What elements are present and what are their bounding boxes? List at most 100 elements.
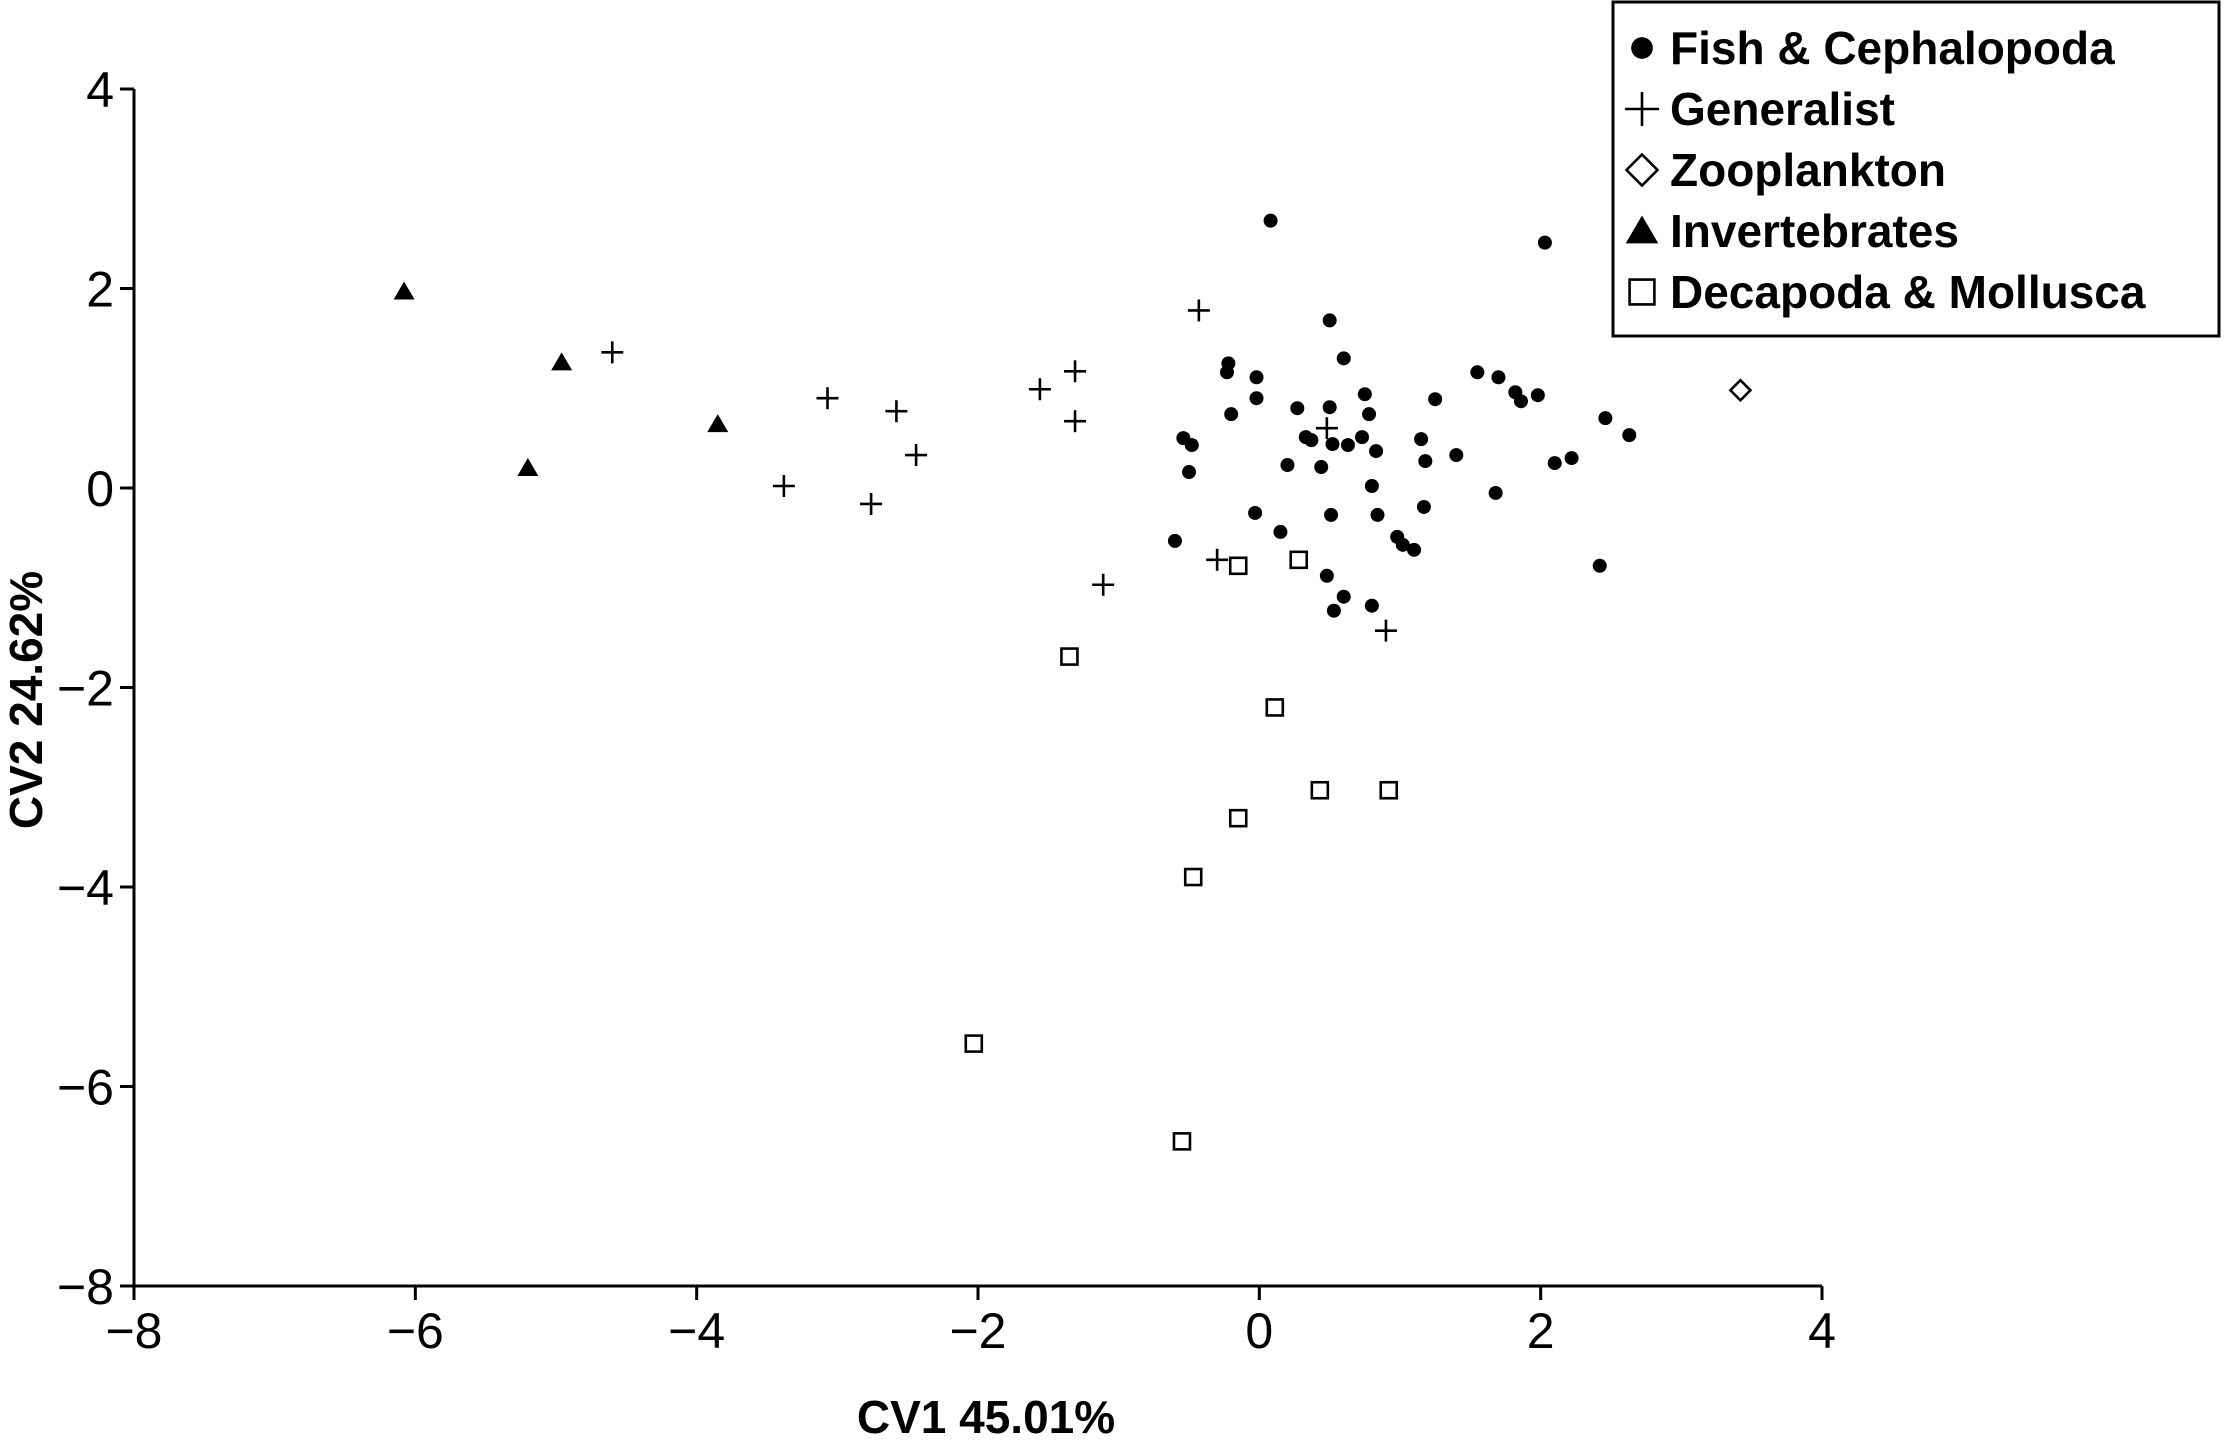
data-point-generalist (1374, 619, 1397, 642)
data-point-generalist (885, 400, 908, 423)
data-point-generalist (1315, 417, 1338, 440)
data-point-decapoda-mollusca (964, 1034, 984, 1053)
data-point-generalist (905, 444, 928, 467)
x-tick-label: 2 (1527, 1303, 1555, 1359)
data-point-fish-cephalopoda (1364, 598, 1379, 613)
data-point-fish-cephalopoda (1273, 524, 1288, 539)
data-point-fish-cephalopoda (1370, 507, 1385, 522)
legend: Fish & Cephalopoda Generalist Zooplankton I… (1611, 0, 2221, 338)
legend-marker (1624, 91, 1660, 127)
data-point-fish-cephalopoda (1319, 568, 1334, 583)
data-point-fish-cephalopoda (1564, 451, 1579, 466)
data-point-invertebrates (517, 458, 539, 477)
data-point-fish-cephalopoda (1336, 351, 1351, 366)
data-point-fish-cephalopoda (1263, 213, 1278, 228)
x-tick-label: 0 (1245, 1303, 1273, 1359)
data-point-decapoda-mollusca (1228, 556, 1248, 576)
data-point-fish-cephalopoda (1592, 558, 1607, 573)
data-point-decapoda-mollusca (1379, 780, 1399, 800)
x-tick-label: −2 (949, 1303, 1006, 1359)
data-point-fish-cephalopoda (1355, 430, 1370, 445)
y-tick-label: −2 (57, 661, 114, 717)
x-tick-label: 4 (1808, 1303, 1836, 1359)
legend-label: Decapoda & Mollusca (1670, 266, 2146, 318)
data-point-generalist (1092, 573, 1115, 596)
data-point-fish-cephalopoda (1249, 391, 1264, 406)
y-tick-label: 0 (86, 461, 114, 517)
data-point-decapoda-mollusca (1172, 1132, 1192, 1151)
data-point-fish-cephalopoda (1416, 499, 1431, 514)
data-points (393, 213, 1753, 1151)
data-point-fish-cephalopoda (1219, 365, 1234, 380)
data-point-fish-cephalopoda (1314, 460, 1329, 475)
data-point-fish-cephalopoda (1325, 437, 1340, 452)
y-tick-label: −8 (57, 1259, 114, 1315)
data-point-generalist (1187, 299, 1210, 322)
data-point-fish-cephalopoda (1248, 505, 1263, 520)
y-axis-title: CV2 24.62% (0, 571, 52, 829)
data-point-fish-cephalopoda (1530, 388, 1545, 403)
data-point-fish-cephalopoda (1598, 411, 1613, 426)
data-point-fish-cephalopoda (1428, 392, 1443, 407)
y-tick-label: −4 (57, 860, 114, 916)
data-point-fish-cephalopoda (1322, 400, 1337, 415)
data-point-generalist (601, 341, 624, 364)
data-point-invertebrates (551, 352, 573, 371)
x-tick-label: −4 (668, 1303, 725, 1359)
data-point-fish-cephalopoda (1324, 507, 1339, 522)
legend-marker (1631, 37, 1653, 59)
data-point-fish-cephalopoda (1304, 433, 1319, 448)
data-point-decapoda-mollusca (1289, 550, 1309, 570)
data-point-fish-cephalopoda (1418, 454, 1433, 469)
data-point-decapoda-mollusca (1310, 780, 1330, 800)
x-tick-label: −6 (387, 1303, 444, 1359)
data-point-zooplankton (1728, 378, 1753, 403)
legend-box (1611, 0, 2221, 338)
data-point-fish-cephalopoda (1414, 432, 1429, 447)
legend-marker (1625, 215, 1659, 244)
data-point-fish-cephalopoda (1364, 479, 1379, 494)
legend-marker (1624, 152, 1660, 188)
data-point-fish-cephalopoda (1326, 603, 1341, 618)
data-point-invertebrates (707, 414, 729, 433)
data-point-fish-cephalopoda (1336, 589, 1351, 604)
data-point-fish-cephalopoda (1362, 407, 1377, 422)
data-point-fish-cephalopoda (1537, 235, 1552, 250)
data-point-generalist (772, 475, 795, 498)
data-point-decapoda-mollusca (1228, 808, 1248, 828)
x-axis-title: CV1 45.01% (857, 1391, 1115, 1440)
data-point-fish-cephalopoda (1622, 428, 1637, 443)
data-point-fish-cephalopoda (1491, 370, 1506, 385)
data-point-decapoda-mollusca (1265, 698, 1285, 717)
data-point-generalist (860, 492, 883, 515)
legend-label: Zooplankton (1670, 144, 1946, 196)
data-point-generalist (1064, 410, 1087, 433)
legend-label: Invertebrates (1670, 205, 1959, 257)
data-point-fish-cephalopoda (1513, 394, 1528, 409)
y-tick-label: 4 (86, 62, 114, 118)
data-point-fish-cephalopoda (1470, 365, 1485, 380)
data-point-fish-cephalopoda (1249, 370, 1264, 385)
data-point-fish-cephalopoda (1340, 438, 1355, 453)
data-point-fish-cephalopoda (1290, 401, 1305, 416)
data-point-generalist (816, 387, 839, 410)
data-point-decapoda-mollusca (1183, 867, 1203, 887)
x-tick-label: −8 (105, 1303, 162, 1359)
data-point-fish-cephalopoda (1182, 465, 1196, 480)
data-point-generalist (1064, 360, 1087, 383)
data-point-fish-cephalopoda (1407, 542, 1422, 557)
y-tick-label: 2 (86, 262, 114, 318)
legend-marker (1628, 278, 1656, 306)
axes: −8 −6 −4 −2 0 2 4 −8 −6 −4 −2 0 2 4 (57, 62, 1836, 1359)
data-point-fish-cephalopoda (1488, 485, 1503, 500)
data-point-fish-cephalopoda (1167, 533, 1182, 548)
data-point-fish-cephalopoda (1357, 387, 1372, 402)
legend-label: Generalist (1670, 83, 1895, 135)
data-point-generalist (1206, 548, 1229, 571)
data-point-fish-cephalopoda (1449, 448, 1464, 463)
data-point-fish-cephalopoda (1369, 444, 1384, 459)
data-point-fish-cephalopoda (1184, 438, 1199, 453)
data-point-fish-cephalopoda (1322, 313, 1337, 328)
